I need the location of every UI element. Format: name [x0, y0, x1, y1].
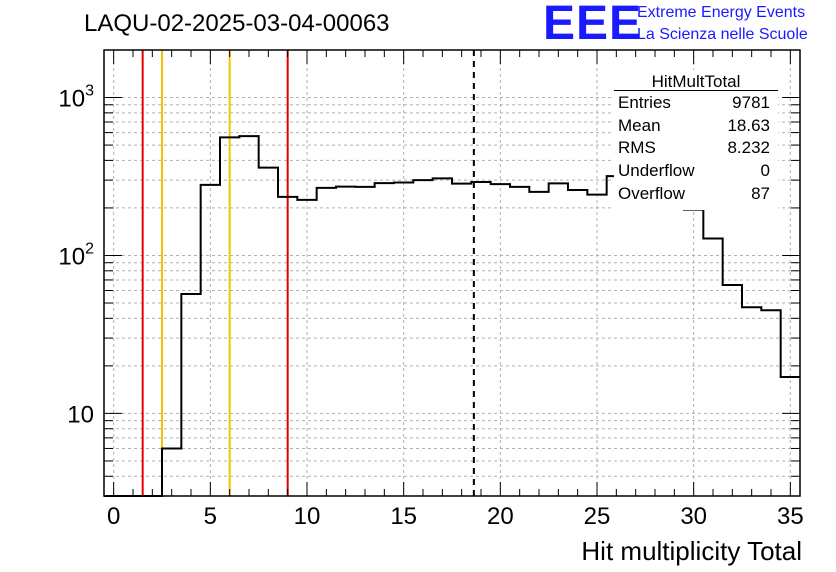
- stats-row-entries: Entries 9781: [618, 93, 770, 115]
- stats-value: 18.63: [727, 116, 770, 135]
- histogram-bin: [375, 183, 394, 496]
- eee-logo: EEE: [543, 0, 643, 50]
- y-tick-label: 102: [58, 240, 94, 270]
- x-tick-label: 25: [584, 503, 611, 530]
- stats-title: HitMultTotal: [651, 72, 741, 91]
- stats-value: 8.232: [727, 138, 770, 157]
- histogram-bin: [742, 307, 761, 496]
- x-tick-label: 10: [294, 503, 321, 530]
- y-tick-label: 103: [58, 83, 94, 113]
- histogram-bin: [394, 182, 413, 496]
- stats-value: 87: [751, 184, 770, 203]
- stats-value: 9781: [732, 93, 770, 112]
- histogram-bin: [162, 448, 181, 496]
- x-axis-label: Hit multiplicity Total: [581, 536, 802, 566]
- histogram-bin: [201, 185, 220, 496]
- stats-label: Entries: [618, 93, 671, 112]
- histogram-bin: [355, 187, 374, 496]
- axes-frame: [103, 49, 801, 497]
- stats-value: 0: [760, 161, 770, 180]
- histogram-bin: [220, 137, 239, 496]
- histogram-bin: [568, 190, 587, 496]
- histogram-bin: [723, 285, 742, 496]
- histogram-bin: [259, 168, 278, 496]
- logo-subtitle-line1: Extreme Energy Events: [637, 4, 806, 21]
- histogram-bin: [529, 192, 548, 496]
- histogram-bin: [761, 310, 780, 496]
- histogram-bin: [491, 184, 510, 496]
- histogram-bin: [181, 294, 200, 496]
- stats-row-rms: RMS 8.232: [618, 138, 770, 160]
- threshold-lines: [141, 50, 475, 496]
- x-tick-label: 15: [390, 503, 417, 530]
- x-tick-label: 5: [204, 503, 217, 530]
- histogram-bin: [471, 182, 490, 496]
- histogram-bin: [607, 176, 626, 496]
- x-tick-label: 35: [777, 503, 804, 530]
- y-tick-label: 10: [67, 401, 94, 428]
- histogram-bin: [336, 187, 355, 496]
- x-tick-label: 20: [487, 503, 514, 530]
- histogram-bin: [413, 180, 432, 496]
- x-tick-label: 30: [680, 503, 707, 530]
- logo-subtitle-line2: La Scienza nelle Scuole: [637, 26, 808, 43]
- histogram-bin: [781, 377, 800, 496]
- histogram-bin: [452, 184, 471, 496]
- histogram-bin: [587, 195, 606, 496]
- x-tick-label: 0: [107, 503, 120, 530]
- plot-frame: [103, 49, 801, 497]
- histogram-bin: [433, 178, 452, 496]
- stats-label: Underflow: [618, 161, 695, 180]
- histogram-bin: [510, 187, 529, 496]
- histogram-bin: [297, 200, 316, 496]
- histogram-bin: [549, 183, 568, 496]
- histogram-bin: [703, 239, 722, 496]
- stats-label: Overflow: [618, 184, 686, 203]
- stats-box: HitMultTotal Entries 9781 Mean 18.63 RMS…: [614, 70, 778, 210]
- histogram-bin: [317, 188, 336, 496]
- histogram-bin: [239, 136, 258, 496]
- histogram-bin: [278, 197, 297, 496]
- histogram-bin: [684, 210, 703, 496]
- stats-label: RMS: [618, 138, 656, 157]
- stats-divider: [614, 90, 778, 91]
- stats-label: Mean: [618, 116, 661, 135]
- run-title: LAQU-02-2025-03-04-00063: [84, 10, 390, 37]
- stats-row-overflow: Overflow 87: [618, 184, 770, 206]
- stats-row-mean: Mean 18.63: [618, 116, 770, 138]
- stats-row-underflow: Underflow 0: [618, 161, 770, 183]
- tick-marks: [104, 49, 800, 497]
- tick-labels: 0 5 10 15 20 25 30 35 10 102 103: [58, 83, 803, 530]
